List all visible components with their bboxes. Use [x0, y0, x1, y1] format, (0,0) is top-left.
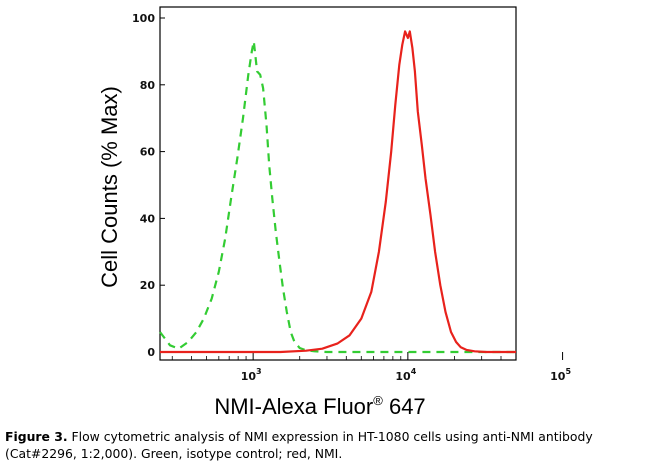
histogram-chart: 0 20 40 60 80 100 103 104 105 Cell Counts (% Max…	[97, 6, 571, 419]
y-tick-label: 0	[147, 346, 155, 359]
y-axis-title: Cell Counts (% Max)	[97, 86, 122, 288]
figure-caption: Figure 3. Flow cytometric analysis of NM…	[5, 428, 647, 462]
x-tick-label: 105	[550, 367, 571, 383]
y-tick-label: 80	[140, 79, 156, 92]
x-axis-title: NMI-Alexa Fluor® 647	[214, 393, 425, 419]
nmi-curve	[160, 30, 516, 354]
isotype-control-curve	[159, 40, 516, 354]
y-tick-label: 40	[140, 212, 156, 225]
y-tick-label: 60	[140, 146, 156, 159]
x-tick-label: 103	[241, 367, 262, 383]
y-tick-label: 100	[132, 12, 155, 25]
x-axis-title-suffix: 647	[383, 394, 426, 419]
caption-text: Flow cytometric analysis of NMI expressi…	[5, 429, 593, 461]
y-tick-label: 20	[140, 279, 156, 292]
x-tick-label: 104	[395, 367, 416, 383]
caption-label: Figure 3.	[5, 429, 68, 444]
x-axis-title-sup: ®	[373, 393, 383, 408]
x-axis-title-text: NMI-Alexa Fluor	[214, 394, 373, 419]
plot-frame	[159, 6, 517, 361]
